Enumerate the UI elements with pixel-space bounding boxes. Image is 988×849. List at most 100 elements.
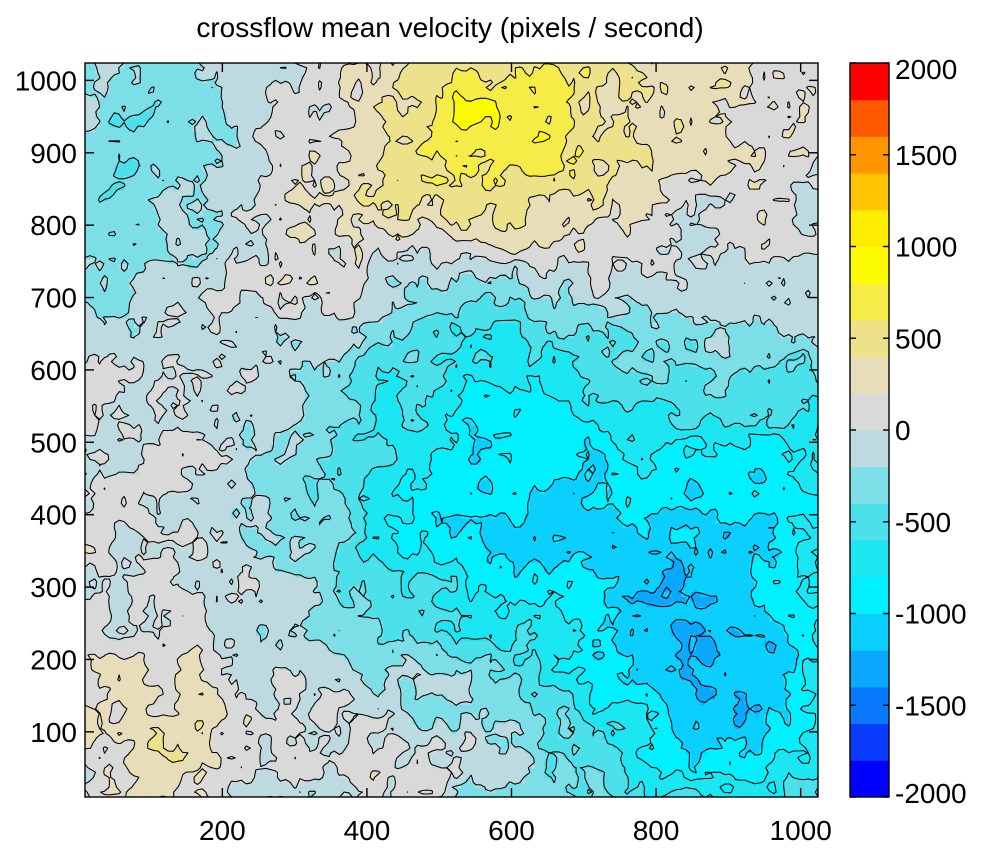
field-cell <box>491 777 496 782</box>
field-cell <box>525 787 530 792</box>
field-cell <box>354 782 359 787</box>
field-cell <box>427 782 432 787</box>
field-cell <box>339 758 344 763</box>
field-cell <box>794 782 799 787</box>
field-cell <box>295 758 300 763</box>
field-cell <box>246 787 251 792</box>
field-cell <box>290 768 295 773</box>
field-cell <box>383 773 388 778</box>
field-cell <box>168 782 173 787</box>
field-cell <box>559 787 564 792</box>
field-cell <box>759 768 764 773</box>
field-cell <box>495 782 500 787</box>
field-cell <box>696 782 701 787</box>
field-cell <box>197 782 202 787</box>
field-cell <box>188 763 193 768</box>
field-cell <box>559 773 564 778</box>
field-cell <box>715 763 720 768</box>
field-cell <box>300 768 305 773</box>
field-cell <box>193 758 198 763</box>
field-cell <box>188 787 193 792</box>
field-cell <box>144 768 149 773</box>
field-cell <box>266 782 271 787</box>
field-cell <box>378 758 383 763</box>
field-cell <box>139 777 144 782</box>
field-cell <box>539 768 544 773</box>
field-cell <box>388 777 393 782</box>
field-cell <box>510 763 515 768</box>
field-cell <box>202 782 207 787</box>
field-cell <box>364 763 369 768</box>
field-cell <box>481 758 486 763</box>
field-cell <box>808 763 813 768</box>
field-cell <box>476 768 481 773</box>
field-cell <box>794 787 799 792</box>
field-cell <box>642 768 647 773</box>
field-cell <box>149 763 154 768</box>
field-cell <box>520 768 525 773</box>
field-cell <box>124 773 129 778</box>
field-cell <box>486 758 491 763</box>
field-cell <box>662 763 667 768</box>
field-cell <box>232 773 237 778</box>
field-cell <box>647 777 652 782</box>
field-cell <box>691 787 696 792</box>
field-cell <box>158 763 163 768</box>
field-cell <box>271 763 276 768</box>
field-cell <box>173 777 178 782</box>
field-cell <box>222 773 227 778</box>
field-cell <box>808 787 813 792</box>
field-cell <box>368 787 373 792</box>
field-cell <box>505 758 510 763</box>
field-cell <box>276 763 281 768</box>
field-cell <box>349 787 354 792</box>
field-cell <box>359 768 364 773</box>
chart-title: crossflow mean velocity (pixels / second… <box>196 12 703 43</box>
field-cell <box>730 768 735 773</box>
field-cell <box>662 768 667 773</box>
field-cell <box>598 773 603 778</box>
field-cell <box>236 787 241 792</box>
field-cell <box>735 773 740 778</box>
field-cell <box>466 758 471 763</box>
field-cell <box>217 782 222 787</box>
field-cell <box>109 787 114 792</box>
field-cell <box>544 763 549 768</box>
field-cell <box>530 773 535 778</box>
field-cell <box>310 787 315 792</box>
field-cell <box>139 787 144 792</box>
field-cell <box>364 768 369 773</box>
field-cell <box>188 773 193 778</box>
field-cell <box>486 777 491 782</box>
field-cell <box>134 768 139 773</box>
field-cell <box>90 758 95 763</box>
field-cell <box>373 758 378 763</box>
field-cell <box>227 773 232 778</box>
field-cell <box>339 768 344 773</box>
field-cell <box>364 758 369 763</box>
field-cell <box>422 758 427 763</box>
field-cell <box>466 763 471 768</box>
field-cell <box>280 758 285 763</box>
field-cell <box>505 787 510 792</box>
field-cell <box>403 768 408 773</box>
field-cell <box>789 787 794 792</box>
field-cell <box>403 777 408 782</box>
field-cell <box>129 787 134 792</box>
field-cell <box>808 782 813 787</box>
field-cell <box>681 782 686 787</box>
field-cell <box>246 763 251 768</box>
field-cell <box>505 763 510 768</box>
field-cell <box>256 773 261 778</box>
field-cell <box>188 777 193 782</box>
field-cell <box>417 782 422 787</box>
field-cell <box>310 768 315 773</box>
field-cell <box>163 787 168 792</box>
field-cell <box>422 782 427 787</box>
field-cell <box>701 787 706 792</box>
field-cell <box>261 777 266 782</box>
field-cell <box>535 787 540 792</box>
field-cell <box>324 782 329 787</box>
field-cell <box>412 787 417 792</box>
field-cell <box>549 787 554 792</box>
